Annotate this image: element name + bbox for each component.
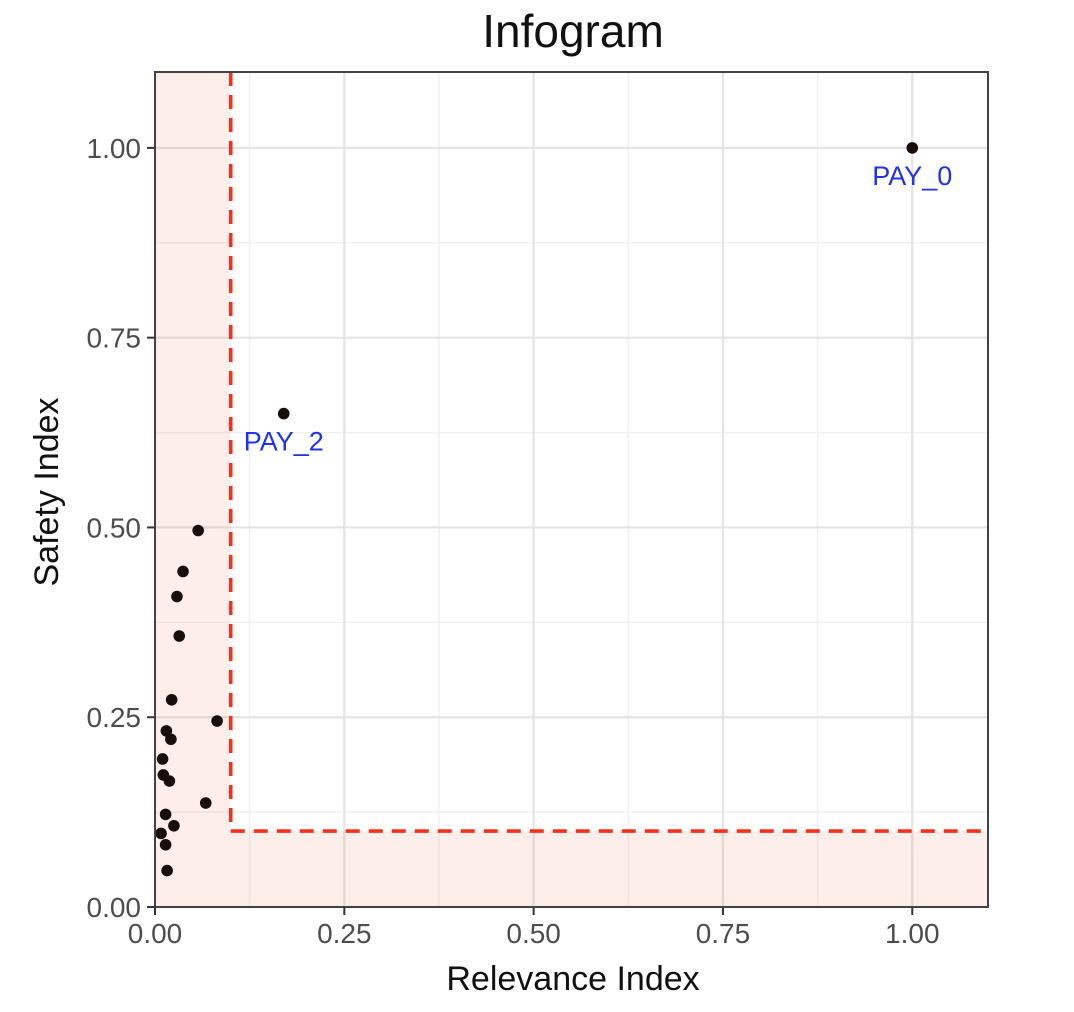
- data-point: [211, 715, 223, 727]
- threshold-lines-layer: [228, 72, 988, 833]
- data-point: [199, 797, 212, 809]
- x-axis-title: Relevance Index: [446, 960, 699, 998]
- data-point: [159, 808, 172, 821]
- data-point: [161, 864, 173, 877]
- point-label: PAY_2: [244, 427, 324, 457]
- threshold-shade-layer: [155, 72, 988, 907]
- shade-left-strip: [155, 72, 231, 907]
- axis-ticks-layer: 0.00 0.25 0.50 0.75 1.00 0.00 0.25 0.50 0.75 1.00: [87, 133, 940, 949]
- data-point: [192, 524, 204, 537]
- data-point: [165, 733, 177, 746]
- data-point: [163, 775, 176, 787]
- x-tick-label: 0.25: [317, 918, 372, 949]
- y-tick-label: 0.75: [87, 323, 142, 354]
- x-tick-label: 1.00: [885, 918, 940, 949]
- data-point: [159, 838, 172, 851]
- data-point: [171, 590, 183, 603]
- y-tick-label: 0.50: [87, 512, 142, 543]
- shade-bottom-strip: [230, 831, 988, 907]
- y-tick-label: 1.00: [87, 133, 142, 164]
- x-tick-label: 0.50: [506, 918, 561, 949]
- y-axis-title: Safety Index: [28, 397, 66, 586]
- plot-panel-background: [155, 72, 988, 907]
- x-tick-label: 0.75: [696, 918, 751, 949]
- x-tick-label: 0.00: [128, 918, 183, 949]
- labeled-data-point: [906, 142, 919, 154]
- y-tick-label: 0.25: [87, 702, 142, 733]
- data-point: [156, 753, 169, 765]
- point-labels-layer: PAY_0 PAY_2: [244, 142, 952, 457]
- data-point: [168, 819, 180, 832]
- plot-panel-border: [154, 71, 989, 908]
- data-point: [155, 827, 167, 840]
- data-point: [177, 565, 189, 578]
- data-point: [173, 630, 186, 642]
- data-point: [165, 693, 178, 706]
- chart-title: Infogram: [482, 5, 664, 57]
- labeled-data-point: [277, 407, 290, 420]
- point-label: PAY_0: [872, 161, 952, 191]
- data-points-layer: [155, 524, 223, 877]
- y-tick-label: 0.00: [87, 892, 142, 923]
